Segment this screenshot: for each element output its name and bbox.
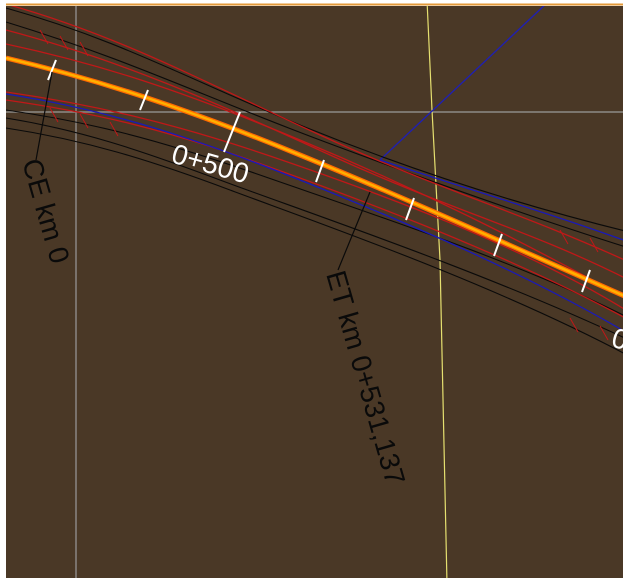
upper-boundary-2	[5, 21, 629, 249]
yellow-reference-line	[426, 0, 448, 584]
lane-red-3	[5, 43, 629, 301]
lane-red-5	[5, 91, 629, 313]
et-leader-line	[337, 191, 371, 271]
station-ticks	[47, 59, 591, 293]
station-tick	[315, 159, 325, 183]
station-tick	[223, 111, 241, 153]
ce-leader-line	[35, 71, 53, 161]
upper-boundary-1	[5, 7, 629, 233]
hatch	[599, 325, 609, 341]
hatch	[589, 237, 599, 253]
hatch	[559, 229, 569, 245]
blue-cross-line	[379, 1, 549, 161]
station-tick	[581, 269, 591, 293]
lane-red-2	[5, 29, 629, 281]
lower-boundary-3	[5, 109, 629, 319]
hatch	[49, 107, 59, 123]
lane-red-4	[5, 99, 629, 321]
hatch	[109, 121, 119, 137]
station-tick	[405, 197, 415, 221]
lower-boundary-1	[5, 117, 629, 341]
lower-boundary-2	[5, 127, 629, 357]
label-leaders	[35, 71, 371, 271]
road-boundaries	[5, 7, 629, 357]
station-tick	[493, 233, 503, 257]
lane-lines-blue	[5, 93, 629, 335]
red-hatching	[39, 29, 609, 341]
lane-lines-red	[5, 3, 629, 321]
hatch	[79, 41, 89, 57]
lane-blue-lower	[5, 93, 629, 335]
station-tick	[47, 59, 57, 81]
hatch	[39, 29, 49, 45]
hatch	[59, 35, 69, 51]
lane-blue-upper	[379, 159, 629, 243]
hatch	[79, 113, 89, 129]
station-tick	[139, 89, 149, 111]
hatch	[569, 317, 579, 333]
alignment-centerline	[5, 56, 629, 300]
lane-red-1	[5, 3, 629, 263]
